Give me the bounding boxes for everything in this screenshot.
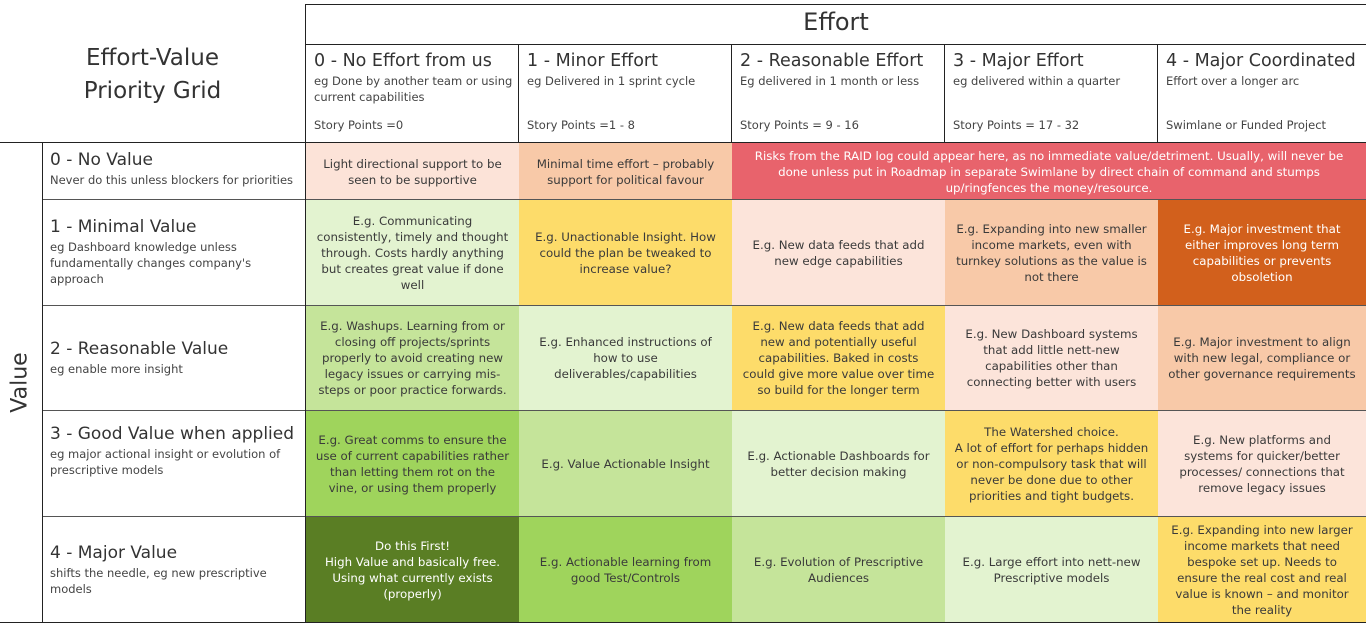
grid-line [42,142,43,623]
row-description: Never do this unless blockers for priori… [50,173,294,187]
cell-r3c2: E.g. Actionable Dashboards for better de… [732,411,945,517]
cell-r4c0-do-this-first: Do this First! High Value and basically … [306,517,519,622]
row-title: 3 - Good Value when applied [50,424,295,444]
row-title: 0 - No Value [50,150,153,170]
grid-line [944,44,945,143]
row-header-major-value: 4 - Major Value shifts the needle, eg ne… [43,541,305,621]
row-description: eg enable more insight [50,362,183,376]
column-story-points: Swimlane or Funded Project [1166,118,1327,132]
grid-line [0,142,1366,143]
cell-r1c0: E.g. Communicating consistently, timely … [306,200,519,305]
column-description: Eg delivered in 1 month or less [740,74,920,88]
cell-r2c2: E.g. New data feeds that add new and pot… [732,305,945,411]
grid-line [0,622,1366,623]
cell-r4c4: E.g. Expanding into new larger income ma… [1158,517,1366,622]
column-header-major-effort: 3 - Major Effort eg delivered within a q… [945,50,1157,142]
column-story-points: Story Points = 17 - 32 [953,118,1080,132]
grid-line [42,410,1366,411]
grid-line [42,199,1366,200]
grid-line [1157,44,1158,143]
cell-r3c1: E.g. Value Actionable Insight [519,411,732,517]
column-story-points: Story Points =0 [314,118,404,132]
column-description: eg Done by another team or using current… [314,74,513,104]
row-header-minimal-value: 1 - Minimal Value eg Dashboard knowledge… [43,215,305,305]
column-story-points: Story Points = 9 - 16 [740,118,859,132]
grid-line [518,44,519,143]
cell-r4c1: E.g. Actionable learning from good Test/… [519,517,732,622]
column-description: Effort over a longer arc [1166,74,1300,88]
column-header-minor-effort: 1 - Minor Effort eg Delivered in 1 sprin… [519,50,731,142]
row-description: eg major actional insight or evolution o… [50,447,281,477]
column-title: 4 - Major Coordinated [1166,51,1356,71]
cell-r1c4: E.g. Major investment that either improv… [1158,200,1366,305]
column-description: eg delivered within a quarter [953,74,1121,88]
row-description: eg Dashboard knowledge unless fundamenta… [50,240,252,286]
column-header-major-coordinated: 4 - Major Coordinated Effort over a long… [1158,50,1366,142]
cell-r0-merged: Risks from the RAID log could appear her… [732,143,1366,200]
column-title: 3 - Major Effort [953,51,1084,71]
grid-line [42,516,1366,517]
column-title: 0 - No Effort from us [314,51,492,71]
cell-r2c3: E.g. New Dashboard systems that add litt… [945,305,1158,411]
cell-r3c0: E.g. Great comms to ensure the use of cu… [306,411,519,517]
cell-r1c3: E.g. Expanding into new smaller income m… [945,200,1158,305]
grid-line [305,4,306,623]
grid-line [305,4,1366,5]
effort-axis-label: Effort [803,8,869,36]
row-header-good-value: 3 - Good Value when applied eg major act… [43,422,305,514]
cell-r2c1: E.g. Enhanced instructions of how to use… [519,305,732,411]
cell-r0c0: Light directional support to be seen to … [306,143,519,200]
row-title: 2 - Reasonable Value [50,339,229,359]
row-title: 1 - Minimal Value [50,217,197,237]
column-title: 1 - Minor Effort [527,51,658,71]
cell-r4c2: E.g. Evolution of Prescriptive Audiences [732,517,945,622]
cell-r2c4: E.g. Major investment to align with new … [1158,305,1366,411]
row-title: 4 - Major Value [50,543,178,563]
column-header-reasonable-effort: 2 - Reasonable Effort Eg delivered in 1 … [732,50,944,142]
row-description: shifts the needle, eg new prescriptive m… [50,566,267,596]
grid-line [42,305,1366,306]
cell-r0c1: Minimal time effort – probably support f… [519,143,732,200]
cell-r1c1: E.g. Unactionable Insight. How could the… [519,200,732,305]
cell-r3c4: E.g. New platforms and systems for quick… [1158,411,1366,517]
cell-r2c0: E.g. Washups. Learning from or closing o… [306,305,519,411]
value-axis-label: Value [7,352,33,413]
row-header-reasonable-value: 2 - Reasonable Value eg enable more insi… [43,337,305,407]
grid-line [731,44,732,143]
column-story-points: Story Points =1 - 8 [527,118,635,132]
row-header-no-value: 0 - No Value Never do this unless blocke… [43,143,305,199]
column-description: eg Delivered in 1 sprint cycle [527,74,696,88]
cell-r1c2: E.g. New data feeds that add new edge ca… [732,200,945,305]
grid-title: Effort-Value Priority Grid [83,45,222,104]
column-title: 2 - Reasonable Effort [740,51,924,71]
grid-line [305,44,1366,45]
cell-r3c3: The Watershed choice. A lot of effort fo… [945,411,1158,517]
column-header-no-effort: 0 - No Effort from us eg Done by another… [306,50,518,142]
cell-r4c3: E.g. Large effort into nett-new Prescrip… [945,517,1158,622]
